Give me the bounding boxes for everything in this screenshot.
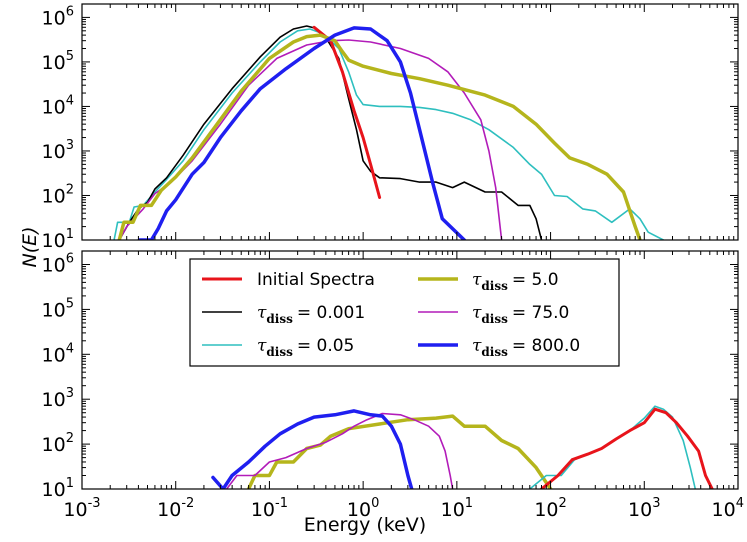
y-tick-label: 101: [42, 476, 74, 501]
series-line-initial-bottom: [540, 407, 714, 489]
series-line-t800-top: [137, 26, 467, 240]
x-tick-label: 100: [347, 496, 379, 521]
legend-label-t005: τdiss = 0.05: [257, 336, 354, 359]
plot-frame: [81, 3, 739, 241]
series-line-t75-top: [118, 39, 503, 240]
x-tick-label: 10-1: [251, 496, 288, 521]
x-tick-label: 104: [712, 496, 744, 521]
series-line-t005-top: [113, 28, 665, 240]
y-tick-label: 106: [42, 4, 74, 29]
series-group: [113, 25, 665, 240]
legend-label-t800: τdiss = 800.0: [472, 336, 580, 359]
series-line-t0001-top: [118, 25, 543, 240]
y-tick-label: 104: [42, 93, 74, 118]
y-axis-label: N(E): [19, 226, 41, 267]
y-tick-label: 106: [42, 252, 74, 277]
x-tick-label: 101: [441, 496, 473, 521]
legend-label-t5: τdiss = 5.0: [472, 270, 559, 293]
series-line-t800-bottom: [211, 409, 414, 489]
x-axis-label: Energy (keV): [304, 514, 426, 536]
series-line-initial-top: [312, 25, 382, 199]
legend-box: [189, 258, 620, 367]
x-tick-label: 103: [628, 496, 660, 521]
legend-label-t75: τdiss = 75.0: [472, 303, 569, 326]
series-group: [211, 405, 714, 489]
y-tick-label: 102: [42, 431, 74, 456]
legend-label-initial: Initial Spectra: [257, 270, 375, 290]
y-tick-label: 105: [42, 296, 74, 321]
y-tick-label: 103: [42, 386, 74, 411]
y-tick-label: 102: [42, 182, 74, 207]
y-tick-label: 105: [42, 49, 74, 74]
y-tick-label: 104: [42, 341, 74, 366]
x-tick-label: 10-2: [157, 496, 194, 521]
x-tick-label: 10-3: [63, 496, 100, 521]
plot-frame: [81, 250, 739, 490]
legend: Initial Spectra τdiss = 0.001 τdiss = 0.05 τd…: [189, 258, 620, 367]
series-line-t75-bottom: [225, 412, 454, 489]
top-panel: 101 102 103 104 105 106: [42, 3, 739, 252]
series-line-t5-bottom: [246, 414, 553, 489]
y-tick-label: 101: [42, 227, 74, 252]
legend-label-t0001: τdiss = 0.001: [257, 303, 365, 326]
series-line-t5-top: [117, 33, 642, 240]
series-line-t0001-bottom: [540, 408, 713, 489]
y-tick-label: 103: [42, 138, 74, 163]
x-tick-label: 102: [534, 496, 566, 521]
bottom-panel: 101 102 103 104 105 106 10-3 10-2 10-1 100 101 102 1…: [42, 250, 744, 521]
